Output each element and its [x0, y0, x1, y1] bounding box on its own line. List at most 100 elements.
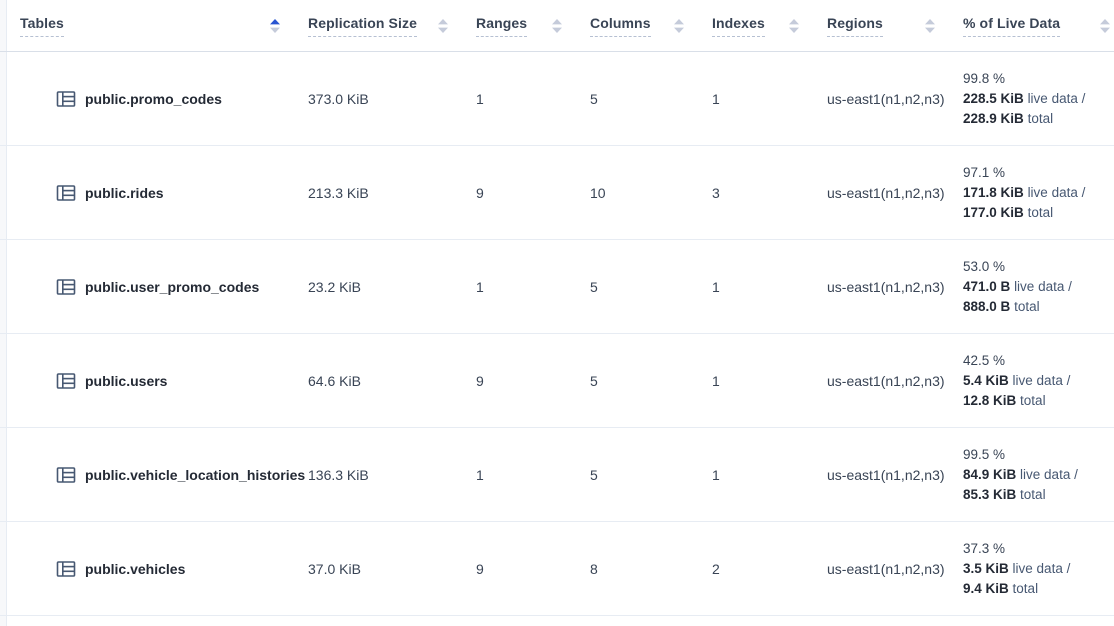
- column-header-regions[interactable]: Regions: [815, 0, 951, 51]
- live-data-cell: 97.1 % 171.8 KiB live data / 177.0 KiB t…: [951, 163, 1114, 223]
- live-data-cell: 99.5 % 84.9 KiB live data / 85.3 KiB tot…: [951, 445, 1114, 505]
- sort-arrows-icon[interactable]: [925, 18, 935, 33]
- total-data-size: 9.4 KiB total: [963, 580, 1039, 596]
- ranges-cell: 1: [476, 90, 484, 107]
- live-data-cell: 53.0 % 471.0 B live data / 888.0 B total: [951, 257, 1114, 317]
- table-row[interactable]: public.users 64.6 KiB 9 5 1 us-east1(n1,…: [0, 334, 1114, 428]
- table-header-row: Tables Replication Size Ranges Columns I…: [0, 0, 1114, 52]
- columns-cell: 8: [590, 560, 598, 577]
- live-data-percent: 53.0 %: [963, 258, 1006, 274]
- indexes-cell: 1: [712, 466, 720, 483]
- live-data-percent: 97.1 %: [963, 164, 1006, 180]
- live-data-size: 171.8 KiB live data /: [963, 184, 1086, 200]
- live-data-percent: 37.3 %: [963, 540, 1006, 556]
- live-data-size: 3.5 KiB live data /: [963, 560, 1071, 576]
- ranges-cell: 1: [476, 278, 484, 295]
- replication-size-cell: 136.3 KiB: [308, 466, 369, 483]
- sort-arrows-icon[interactable]: [438, 18, 448, 33]
- ranges-cell: 1: [476, 466, 484, 483]
- column-header-ranges[interactable]: Ranges: [464, 0, 578, 51]
- total-data-size: 888.0 B total: [963, 298, 1040, 314]
- columns-cell: 10: [590, 184, 606, 201]
- live-data-percent: 99.8 %: [963, 70, 1006, 86]
- ranges-cell: 9: [476, 372, 484, 389]
- columns-cell: 5: [590, 278, 598, 295]
- sort-arrows-icon[interactable]: [674, 18, 684, 33]
- regions-cell: us-east1(n1,n2,n3): [827, 184, 945, 201]
- table-name-cell: public.promo_codes: [20, 89, 296, 109]
- regions-cell: us-east1(n1,n2,n3): [827, 372, 945, 389]
- indexes-cell: 3: [712, 184, 720, 201]
- columns-cell: 5: [590, 466, 598, 483]
- table-row[interactable]: public.promo_codes 373.0 KiB 1 5 1 us-ea…: [0, 52, 1114, 146]
- table-name-link[interactable]: public.users: [85, 372, 168, 389]
- total-data-size: 228.9 KiB total: [963, 110, 1054, 126]
- indexes-cell: 1: [712, 372, 720, 389]
- regions-cell: us-east1(n1,n2,n3): [827, 466, 945, 483]
- table-icon: [56, 465, 76, 485]
- table-name-link[interactable]: public.rides: [85, 184, 164, 201]
- columns-cell: 5: [590, 372, 598, 389]
- live-data-size: 471.0 B live data /: [963, 278, 1072, 294]
- page-left-edge: [0, 0, 7, 626]
- column-header-replication-size-label: Replication Size: [308, 15, 417, 37]
- column-header-columns[interactable]: Columns: [578, 0, 700, 51]
- table-name-link[interactable]: public.vehicle_location_histories: [85, 466, 306, 483]
- live-data-size: 228.5 KiB live data /: [963, 90, 1086, 106]
- table-row[interactable]: public.rides 213.3 KiB 9 10 3 us-east1(n…: [0, 146, 1114, 240]
- replication-size-cell: 64.6 KiB: [308, 372, 361, 389]
- column-header-tables-label: Tables: [20, 15, 64, 37]
- table-icon: [56, 371, 76, 391]
- column-header-indexes-label: Indexes: [712, 15, 765, 37]
- table-row[interactable]: public.user_promo_codes 23.2 KiB 1 5 1 u…: [0, 240, 1114, 334]
- live-data-cell: 99.8 % 228.5 KiB live data / 228.9 KiB t…: [951, 69, 1114, 129]
- live-data-percent: 99.5 %: [963, 446, 1006, 462]
- total-data-size: 12.8 KiB total: [963, 392, 1046, 408]
- indexes-cell: 1: [712, 278, 720, 295]
- table-name-link[interactable]: public.vehicles: [85, 560, 186, 577]
- replication-size-cell: 37.0 KiB: [308, 560, 361, 577]
- table-name-cell: public.users: [20, 371, 296, 391]
- sort-arrows-icon[interactable]: [270, 18, 280, 33]
- table-icon: [56, 277, 76, 297]
- table-name-cell: public.rides: [20, 183, 296, 203]
- column-header-replication-size[interactable]: Replication Size: [296, 0, 464, 51]
- live-data-size: 84.9 KiB live data /: [963, 466, 1078, 482]
- column-header-regions-label: Regions: [827, 15, 883, 37]
- sort-arrows-icon[interactable]: [552, 18, 562, 33]
- columns-cell: 5: [590, 90, 598, 107]
- column-header-ranges-label: Ranges: [476, 15, 528, 37]
- replication-size-cell: 373.0 KiB: [308, 90, 369, 107]
- regions-cell: us-east1(n1,n2,n3): [827, 560, 945, 577]
- live-data-cell: 42.5 % 5.4 KiB live data / 12.8 KiB tota…: [951, 351, 1114, 411]
- table-icon: [56, 89, 76, 109]
- table-icon: [56, 559, 76, 579]
- ranges-cell: 9: [476, 184, 484, 201]
- sort-arrows-icon[interactable]: [1100, 18, 1110, 33]
- ranges-cell: 9: [476, 560, 484, 577]
- replication-size-cell: 213.3 KiB: [308, 184, 369, 201]
- column-header-indexes[interactable]: Indexes: [700, 0, 815, 51]
- column-header-tables[interactable]: Tables: [20, 0, 296, 51]
- table-row[interactable]: public.vehicles 37.0 KiB 9 8 2 us-east1(…: [0, 522, 1114, 616]
- table-name-cell: public.user_promo_codes: [20, 277, 296, 297]
- table-name-link[interactable]: public.promo_codes: [85, 90, 222, 107]
- live-data-percent: 42.5 %: [963, 352, 1006, 368]
- table-name-link[interactable]: public.user_promo_codes: [85, 278, 260, 295]
- table-row[interactable]: public.vehicle_location_histories 136.3 …: [0, 428, 1114, 522]
- regions-cell: us-east1(n1,n2,n3): [827, 278, 945, 295]
- column-header-pct-live-data[interactable]: % of Live Data: [951, 0, 1114, 51]
- table-name-cell: public.vehicles: [20, 559, 296, 579]
- replication-size-cell: 23.2 KiB: [308, 278, 361, 295]
- indexes-cell: 1: [712, 90, 720, 107]
- indexes-cell: 2: [712, 560, 720, 577]
- total-data-size: 177.0 KiB total: [963, 204, 1054, 220]
- column-header-columns-label: Columns: [590, 15, 651, 37]
- column-header-pct-live-data-label: % of Live Data: [963, 15, 1061, 37]
- sort-arrows-icon[interactable]: [789, 18, 799, 33]
- regions-cell: us-east1(n1,n2,n3): [827, 90, 945, 107]
- live-data-size: 5.4 KiB live data /: [963, 372, 1071, 388]
- live-data-cell: 37.3 % 3.5 KiB live data / 9.4 KiB total: [951, 539, 1114, 599]
- table-icon: [56, 183, 76, 203]
